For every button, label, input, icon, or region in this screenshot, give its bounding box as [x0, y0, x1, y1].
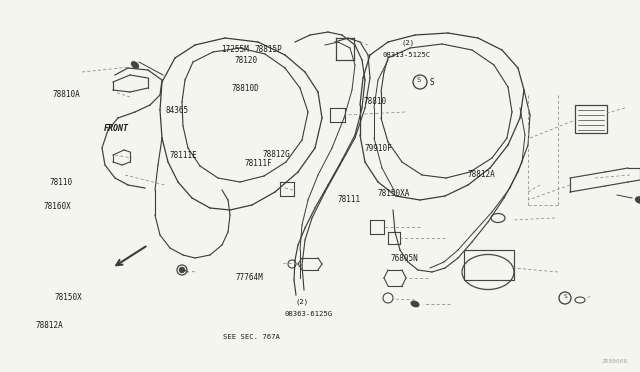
Text: 78812A: 78812A [35, 321, 63, 330]
Text: 78111E: 78111E [170, 151, 197, 160]
Text: 79910F: 79910F [365, 144, 392, 153]
Bar [464, 250, 514, 280]
Ellipse shape [132, 62, 138, 68]
Text: 08363-6125G: 08363-6125G [285, 311, 333, 317]
Text: 08313-5125C: 08313-5125C [383, 52, 431, 58]
Text: 76805N: 76805N [390, 254, 418, 263]
Text: SEE SEC. 767A: SEE SEC. 767A [223, 334, 280, 340]
Text: 78110: 78110 [50, 178, 73, 187]
Ellipse shape [411, 301, 419, 307]
Text: 78812G: 78812G [262, 150, 290, 159]
Text: 78120: 78120 [234, 56, 257, 65]
Text: S: S [563, 294, 567, 298]
Text: FRONT: FRONT [104, 124, 129, 133]
Text: S: S [417, 77, 421, 83]
Text: 78150X: 78150X [54, 293, 82, 302]
Text: 78150XA: 78150XA [378, 189, 410, 198]
Circle shape [179, 267, 184, 273]
Text: 78815P: 78815P [255, 45, 282, 54]
Text: (2): (2) [402, 39, 415, 46]
Bar [575, 105, 607, 133]
Text: 78812A: 78812A [467, 170, 495, 179]
Text: 17255M: 17255M [221, 45, 248, 54]
Text: S: S [430, 77, 435, 87]
Text: 78111F: 78111F [244, 159, 272, 168]
Text: 78810A: 78810A [52, 90, 80, 99]
Text: 78810: 78810 [364, 97, 387, 106]
Text: 78111: 78111 [337, 195, 360, 203]
Text: 77764M: 77764M [236, 273, 263, 282]
Ellipse shape [636, 197, 640, 203]
Text: 78160X: 78160X [44, 202, 71, 211]
Text: 78810D: 78810D [232, 84, 259, 93]
Text: ZR80008: ZR80008 [602, 359, 628, 364]
Text: 84365: 84365 [165, 106, 188, 115]
Text: (2): (2) [296, 299, 309, 305]
